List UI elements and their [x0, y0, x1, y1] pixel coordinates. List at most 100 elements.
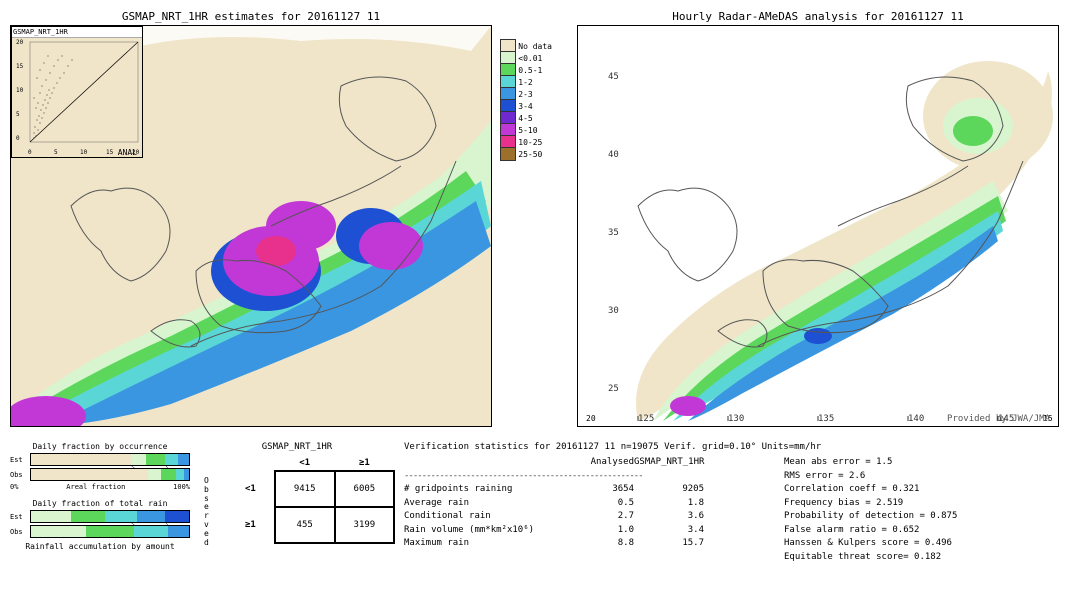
- svg-text:135: 135: [818, 414, 834, 424]
- areal-label: Areal fraction: [18, 483, 173, 491]
- cell-tr: 6005: [335, 471, 395, 507]
- stats-row-model: 3.6: [634, 510, 704, 524]
- metric-line: Correlation coeff = 0.321: [784, 483, 1070, 497]
- col-ge: ≥1: [335, 456, 395, 471]
- stats-row-analysed: 2.7: [564, 510, 634, 524]
- metric-line: False alarm ratio = 0.652: [784, 524, 1070, 538]
- occ-title: Daily fraction by occurrence: [10, 442, 190, 451]
- svg-text:40: 40: [608, 150, 619, 160]
- svg-text:35: 35: [608, 228, 619, 238]
- bar-segment: [165, 454, 178, 465]
- pct0: 0%: [10, 483, 18, 491]
- stats-row-label: Average rain: [404, 497, 564, 511]
- bar-segment: [31, 469, 148, 480]
- inset-xtick: 0: [28, 149, 32, 156]
- occ-obs-row: Obs: [10, 468, 190, 481]
- tot-est-row: Est: [10, 510, 190, 523]
- tot-est-bar: [30, 510, 190, 523]
- bottom-stats-row: Daily fraction by occurrence Est Obs 0% …: [10, 442, 1070, 564]
- occ-obs-bar: [30, 468, 190, 481]
- col-analysed: Analysed: [564, 456, 634, 470]
- stats-panel: Verification statistics for 20161127 11 …: [404, 442, 1070, 564]
- svg-text:45: 45: [608, 72, 619, 82]
- legend-swatch: [500, 147, 516, 161]
- stats-header: Verification statistics for 20161127 11 …: [404, 442, 1070, 452]
- legend-label: 5-10: [518, 126, 537, 135]
- inset-ytick: 15: [16, 63, 23, 70]
- metric-line: Mean abs error = 1.5: [784, 456, 1070, 470]
- right-map-box: 12513013514014545403530252015 Provided b…: [577, 25, 1059, 427]
- bar-segment: [137, 511, 165, 522]
- top-map-row: GSMAP_NRT_1HR estimates for 20161127 11 …: [10, 10, 1070, 427]
- legend-label: 4-5: [518, 114, 532, 123]
- provided-credit: Provided by JWA/JMA: [947, 414, 1050, 424]
- left-map-panel: GSMAP_NRT_1HR estimates for 20161127 11 …: [10, 10, 492, 427]
- legend-label: 1-2: [518, 78, 532, 87]
- bar-segment: [131, 454, 147, 465]
- stats-row: Maximum rain 8.8 15.7: [404, 537, 744, 551]
- col-model: GSMAP_NRT_1HR: [634, 456, 704, 470]
- row-lt: <1: [227, 471, 275, 507]
- bar-segment: [31, 454, 131, 465]
- legend-label: <0.01: [518, 54, 542, 63]
- inset-ytick: 0: [16, 135, 20, 142]
- stats-row-model: 1.8: [634, 497, 704, 511]
- bar-segment: [168, 526, 189, 537]
- bar-segment: [105, 511, 137, 522]
- stats-row-model: 9205: [634, 483, 704, 497]
- inset-scatter-svg: [12, 38, 142, 156]
- bar-segment: [86, 526, 133, 537]
- legend-label: 0.5-1: [518, 66, 542, 75]
- stats-row-analysed: 0.5: [564, 497, 634, 511]
- obs-label: Obs: [10, 471, 30, 479]
- bar-segment: [134, 526, 169, 537]
- contingency-table: <1 ≥1 <1 9415 6005 ≥1 455 3199: [227, 456, 395, 544]
- row-ge: ≥1: [227, 507, 275, 543]
- legend-item: 25-50: [500, 148, 552, 160]
- legend-label: 3-4: [518, 102, 532, 111]
- bar-segment: [31, 511, 71, 522]
- cell-br: 3199: [335, 507, 395, 543]
- est-label: Est: [10, 456, 30, 464]
- svg-text:130: 130: [728, 414, 744, 424]
- right-map-panel: Hourly Radar-AMeDAS analysis for 2016112…: [577, 10, 1059, 427]
- legend-label: 25-50: [518, 150, 542, 159]
- occ-est-bar: [30, 453, 190, 466]
- inset-xtick: 20: [132, 149, 139, 156]
- svg-text:20: 20: [586, 414, 596, 423]
- tot-obs-bar: [30, 525, 190, 538]
- bar-segment: [148, 469, 161, 480]
- stats-row-analysed: 1.0: [564, 524, 634, 538]
- stats-row-model: 15.7: [634, 537, 704, 551]
- stats-row-label: Rain volume (mm*km²x10⁶): [404, 524, 564, 538]
- stats-row-label: Maximum rain: [404, 537, 564, 551]
- stats-row-analysed: 3654: [564, 483, 634, 497]
- stats-row: # gridpoints raining 3654 9205: [404, 483, 744, 497]
- stats-row-label: Conditional rain: [404, 510, 564, 524]
- stats-dash: ----------------------------------------…: [404, 470, 744, 484]
- contingency-title: GSMAP_NRT_1HR: [202, 442, 392, 452]
- bar-segment: [71, 511, 106, 522]
- stats-table: Analysed GSMAP_NRT_1HR -----------------…: [404, 456, 744, 564]
- right-map-title: Hourly Radar-AMeDAS analysis for 2016112…: [577, 10, 1059, 23]
- color-legend: No data<0.010.5-11-22-33-44-55-1010-2525…: [500, 40, 552, 160]
- inset-ytick: 5: [16, 111, 20, 118]
- stats-row-model: 3.4: [634, 524, 704, 538]
- inset-title: GSMAP_NRT_1HR: [12, 27, 142, 38]
- metric-line: Hanssen & Kulpers score = 0.496: [784, 537, 1070, 551]
- inset-xtick: 15: [106, 149, 113, 156]
- inset-xtick: 10: [80, 149, 87, 156]
- est-label2: Est: [10, 513, 30, 521]
- accum-title: Rainfall accumulation by amount: [10, 542, 190, 551]
- stats-row: Rain volume (mm*km²x10⁶) 1.0 3.4: [404, 524, 744, 538]
- svg-text:30: 30: [608, 306, 619, 316]
- col-lt: <1: [275, 456, 335, 471]
- bar-segment: [176, 469, 184, 480]
- left-map-title: GSMAP_NRT_1HR estimates for 20161127 11: [10, 10, 492, 23]
- bar-segment: [178, 454, 189, 465]
- bar-segment: [165, 511, 189, 522]
- fraction-panel: Daily fraction by occurrence Est Obs 0% …: [10, 442, 190, 564]
- stats-row: Average rain 0.5 1.8: [404, 497, 744, 511]
- metric-line: Frequency bias = 2.519: [784, 497, 1070, 511]
- tot-obs-row: Obs: [10, 525, 190, 538]
